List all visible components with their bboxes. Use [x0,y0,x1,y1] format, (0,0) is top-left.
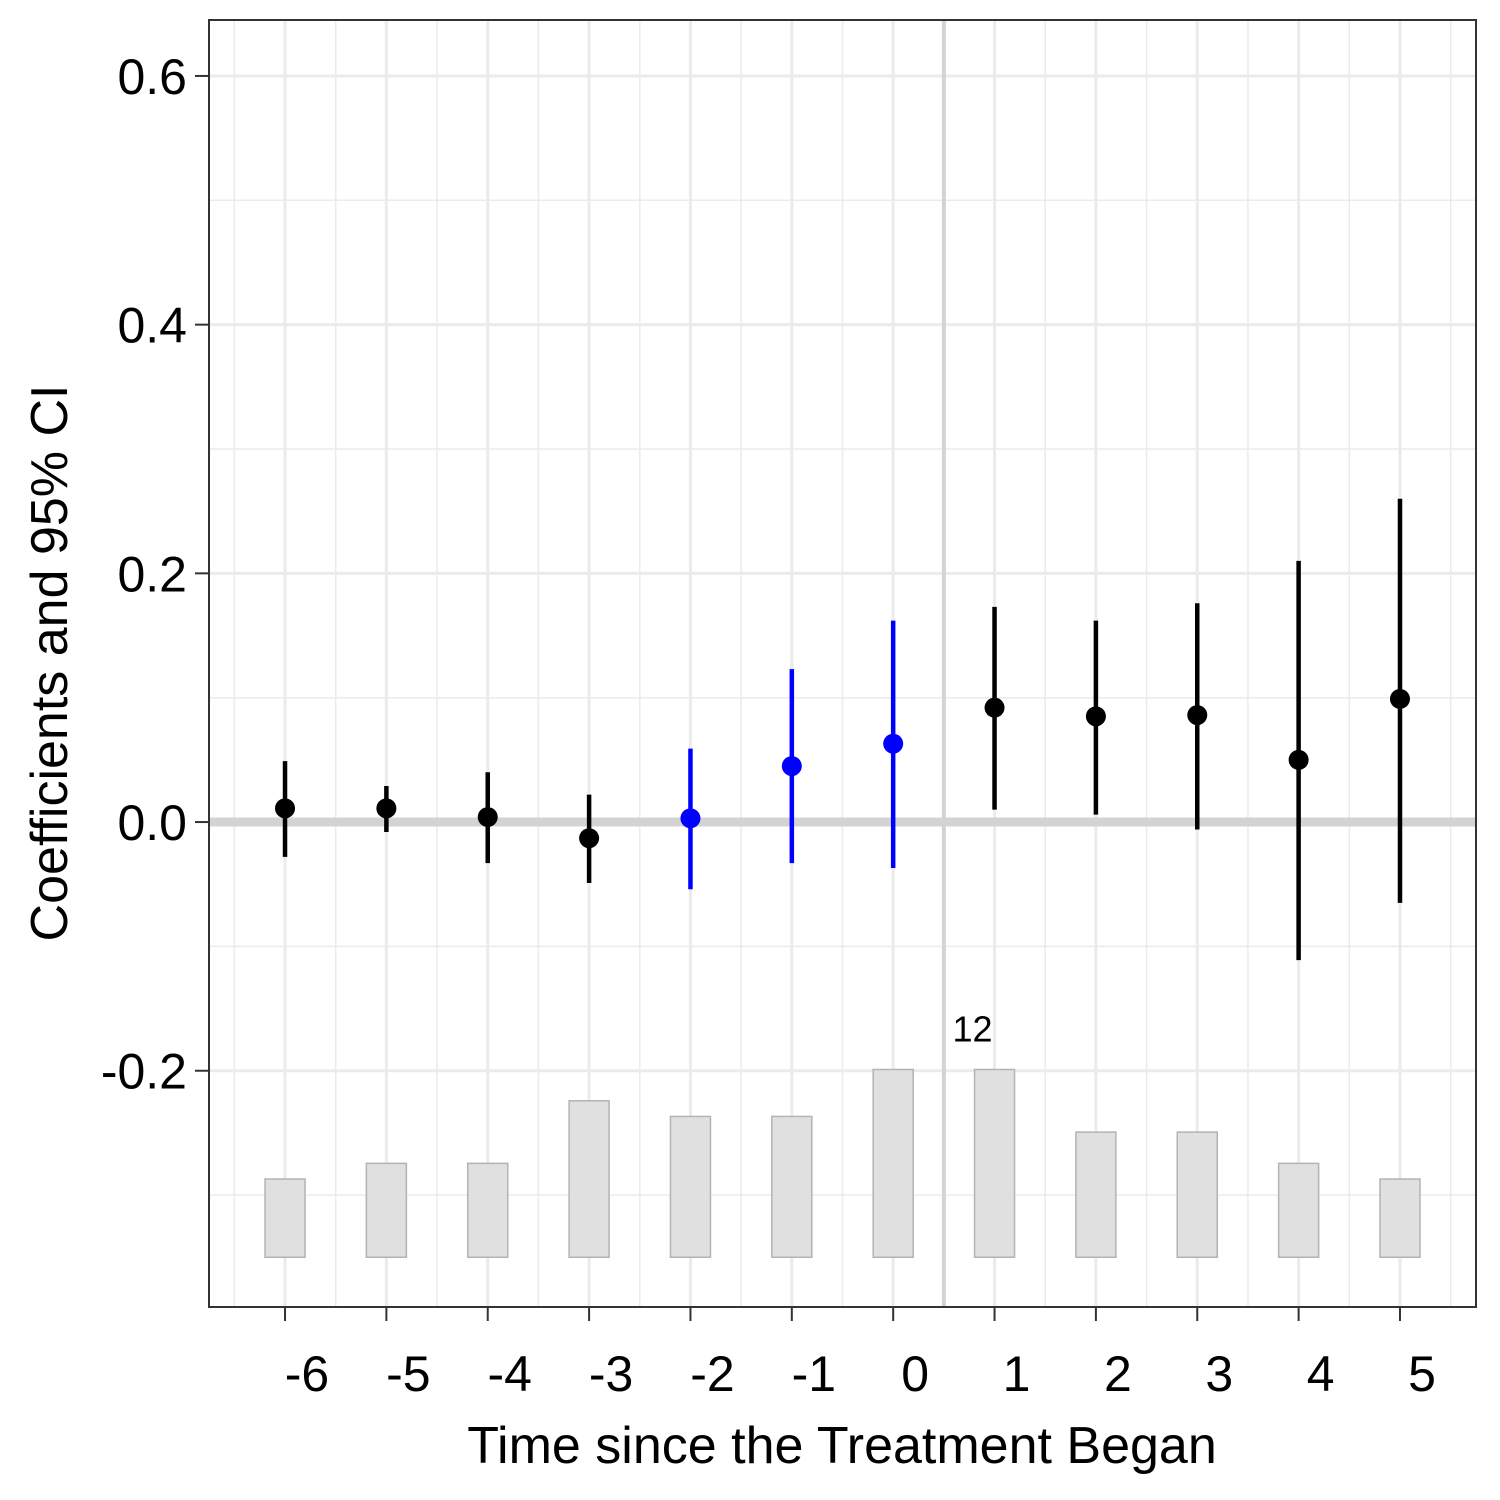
coefficient-point [680,808,701,829]
treated-units-bar [568,1100,610,1259]
treated-units-bar [1176,1131,1219,1259]
treated-units-bar [466,1162,509,1259]
plot-border [208,19,1477,1308]
y-axis: 0.6 0.4 0.2 0.0 -0.2 [101,49,209,1100]
coefficient-point [883,733,904,754]
y-tick-label: 0.2 [117,546,187,602]
coefficient-point [984,697,1005,718]
y-tick-label: -0.2 [101,1044,187,1100]
y-tick-label: 0.6 [117,49,187,105]
coefficient-point [275,798,296,819]
coefficient-point [781,756,802,777]
x-tick-label: 1 [1003,1346,1031,1402]
coefficient-point [1085,706,1106,727]
treated-units-bar [1379,1178,1421,1259]
y-tick-label: 0.0 [117,795,187,851]
x-tick-label: -3 [589,1346,633,1402]
treated-units-bar [264,1178,306,1259]
coefficient-point [1288,749,1309,770]
x-tick-label: -1 [792,1346,836,1402]
x-tick-label: 4 [1307,1346,1335,1402]
bar-count-label: 12 [953,1008,993,1049]
y-axis-title: Coefficients and 95% CI [21,385,79,942]
treated-units-bar [771,1115,813,1259]
treated-units-bar [1277,1162,1320,1259]
x-tick-label: -5 [386,1346,430,1402]
treated-units-bar [1075,1131,1117,1259]
treated-units-bar [669,1115,712,1259]
treated-units-bar [365,1162,408,1259]
y-tick-label: 0.4 [117,298,187,354]
annotations: 12 [953,1008,993,1049]
x-tick-label: 3 [1205,1346,1233,1402]
coefficient-point [579,828,600,849]
x-tick-label: 5 [1408,1346,1436,1402]
x-axis: -6 -5 -4 -3 -2 -1 0 1 2 3 4 5 [284,1307,1436,1402]
x-tick-label: 0 [901,1346,929,1402]
coefficient-point [1389,688,1410,709]
treated-units-bars [264,1068,1421,1259]
coefficient-points [275,688,1410,849]
x-tick-label: -4 [488,1346,532,1402]
treated-units-bar [973,1068,1016,1259]
x-tick-label: -6 [285,1346,329,1402]
reference-lines [209,20,1476,1307]
treated-units-bar [872,1068,914,1259]
x-axis-title: Time since the Treatment Began [467,1417,1217,1475]
coefficient-point [477,807,498,828]
coefficient-point [1187,705,1208,726]
x-tick-label: -2 [690,1346,734,1402]
x-tick-label: 2 [1104,1346,1132,1402]
coefficient-point [376,798,397,819]
